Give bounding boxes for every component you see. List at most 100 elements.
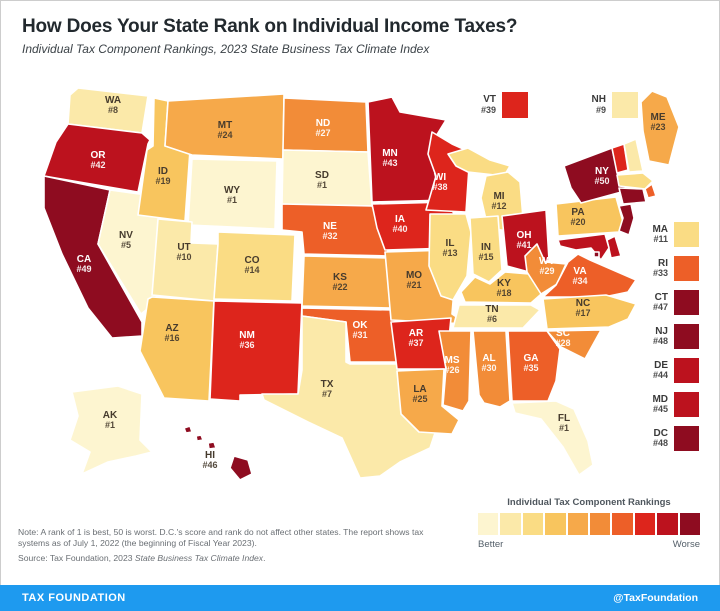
hawaii-island — [229, 455, 253, 481]
legend-swatch — [567, 513, 589, 535]
footnotes: Note: A rank of 1 is best, 50 is worst. … — [18, 527, 426, 565]
footer-bar: TAX FOUNDATION @TaxFoundation — [0, 585, 720, 611]
legend-swatch — [545, 513, 566, 535]
state-label-MS: MS #26 — [444, 355, 459, 375]
state-shape-DE — [606, 235, 622, 259]
note-text: Note: A rank of 1 is best, 50 is worst. … — [18, 527, 424, 549]
legend-swatch — [500, 513, 521, 535]
state-label-SC: SC #28 — [555, 328, 570, 348]
state-label-OR: OR #42 — [90, 150, 106, 170]
legend-swatch — [679, 513, 701, 535]
legend-swatch — [657, 513, 678, 535]
brand-name: TAX FOUNDATION — [22, 592, 126, 604]
state-shape-GA — [507, 330, 561, 402]
callout-CT: CT #47 — [634, 290, 699, 315]
hawaii-island — [183, 425, 193, 434]
state-label-AL: AL #30 — [481, 353, 496, 373]
hawaii-island — [207, 441, 217, 450]
legend-better-label: Better — [478, 539, 504, 550]
state-shape-SC — [546, 329, 602, 360]
state-label-MO: MO #21 — [406, 270, 422, 290]
state-label-SD: SD #1 — [315, 170, 329, 190]
state-shape-TX — [261, 315, 439, 479]
legend-worse-label: Worse — [672, 539, 700, 550]
state-label-TN: TN #6 — [485, 304, 498, 324]
callout-swatch-CT — [674, 290, 699, 315]
state-label-TX: TX #7 — [321, 379, 334, 399]
state-label-AR: AR #37 — [408, 328, 424, 348]
state-label-PA: PA #20 — [570, 207, 585, 227]
northeast-callouts-right: MA #11 RI #33 CT #47 NJ #48 DE #44 MD #45 DC #48 — [634, 222, 699, 451]
state-label-AZ: AZ #16 — [164, 323, 179, 343]
legend-swatch — [612, 513, 633, 535]
state-label-WY: WY #1 — [224, 185, 240, 205]
state-shape-NM — [209, 300, 303, 402]
state-shape-MT — [164, 93, 285, 160]
state-shape-DC — [593, 251, 600, 258]
state-label-ID: ID #19 — [155, 166, 170, 186]
state-shape-AK — [69, 385, 153, 475]
callout-swatch-DE — [674, 358, 699, 383]
callout-VT: VT #39 — [462, 92, 528, 118]
page-title: How Does Your State Rank on Individual I… — [22, 16, 518, 37]
callout-swatch-MA — [674, 222, 699, 247]
state-label-ME: ME #23 — [650, 112, 665, 132]
state-label-WV: WV #29 — [539, 256, 555, 276]
state-label-AK: AK #1 — [103, 410, 118, 430]
callout-swatch-VT — [502, 92, 528, 118]
state-label-NV: NV #5 — [119, 230, 133, 250]
callout-MA: MA #11 — [634, 222, 699, 247]
state-label-HI: HI #46 — [202, 450, 217, 470]
state-label-CO: CO #14 — [244, 255, 259, 275]
color-legend: Individual Tax Component Rankings Better… — [478, 497, 701, 550]
state-shape-MA — [616, 172, 654, 190]
twitter-handle: @TaxFoundation — [613, 592, 698, 604]
state-label-KY: KY #18 — [496, 278, 511, 298]
legend-swatch — [634, 513, 656, 535]
page-subtitle: Individual Tax Component Rankings, 2023 … — [22, 42, 430, 56]
legend-swatch — [478, 513, 499, 535]
state-label-OK: OK #31 — [352, 320, 368, 340]
state-label-KS: KS #22 — [332, 272, 347, 292]
state-shape-IL — [428, 213, 472, 301]
callout-RI: RI #33 — [634, 256, 699, 281]
state-shape-CO — [213, 231, 296, 302]
state-shape-TN — [452, 304, 541, 329]
state-shape-IN — [469, 215, 503, 283]
callout-swatch-NJ — [674, 324, 699, 349]
state-label-IA: IA #40 — [392, 214, 407, 234]
state-shape-FL — [511, 400, 594, 476]
legend-swatch — [590, 513, 611, 535]
state-label-IN: IN #15 — [478, 242, 493, 262]
state-label-NY: NY #50 — [594, 166, 609, 186]
state-label-NE: NE #32 — [322, 221, 337, 241]
state-label-IL: IL #13 — [442, 238, 457, 258]
legend-swatch — [522, 513, 544, 535]
callout-MD: MD #45 — [634, 392, 699, 417]
state-shape-OR — [43, 123, 151, 193]
state-shape-AL — [472, 330, 511, 408]
state-label-UT: UT #10 — [176, 242, 191, 262]
state-label-OH: OH #41 — [516, 230, 531, 250]
state-label-WA: WA #8 — [105, 95, 121, 115]
state-label-GA: GA #35 — [523, 353, 538, 373]
hawaii-island — [195, 434, 204, 442]
legend-color-ramp — [478, 513, 701, 535]
state-shape-MI-upper — [447, 147, 511, 177]
state-shape-PA — [555, 196, 624, 237]
callout-swatch-NH — [612, 92, 638, 118]
state-shape-CT — [618, 187, 647, 205]
state-label-CA: CA #49 — [76, 254, 91, 274]
callout-swatch-RI — [674, 256, 699, 281]
state-label-ND: ND #27 — [315, 118, 330, 138]
northeast-callouts-top: VT #39 NH #9 — [462, 92, 638, 118]
state-label-LA: LA #25 — [412, 384, 427, 404]
callout-DC: DC #48 — [634, 426, 699, 451]
state-shape-NJ — [618, 203, 635, 236]
state-shape-ME — [640, 90, 680, 166]
state-shape-NH — [623, 138, 644, 173]
state-shape-WA — [67, 87, 149, 134]
state-label-FL: FL #1 — [558, 413, 570, 433]
state-shape-LA — [396, 368, 460, 435]
